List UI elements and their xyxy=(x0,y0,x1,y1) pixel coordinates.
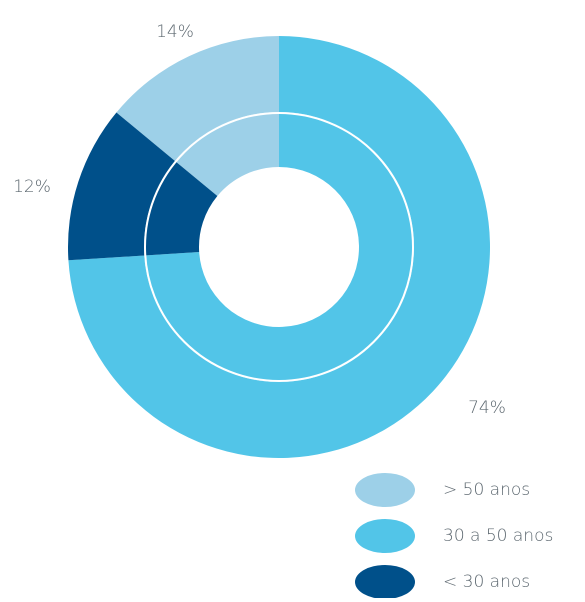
inner-slice xyxy=(174,112,279,197)
legend-label: > 50 anos xyxy=(443,480,530,500)
legend-label: < 30 anos xyxy=(443,572,530,592)
outer-slice xyxy=(67,112,175,261)
legend-swatch xyxy=(355,519,415,553)
legend-swatch xyxy=(355,473,415,507)
inner-slice xyxy=(144,112,414,383)
value-label: 12% xyxy=(13,177,51,197)
legend-label: 30 a 50 anos xyxy=(443,526,553,546)
value-label: 14% xyxy=(156,22,194,42)
outer-slice xyxy=(116,36,279,161)
legend-swatch xyxy=(355,565,415,599)
inner-slice xyxy=(144,160,218,256)
ring-separator xyxy=(144,112,414,382)
outer-slice xyxy=(68,36,491,459)
value-label: 74% xyxy=(468,398,506,418)
